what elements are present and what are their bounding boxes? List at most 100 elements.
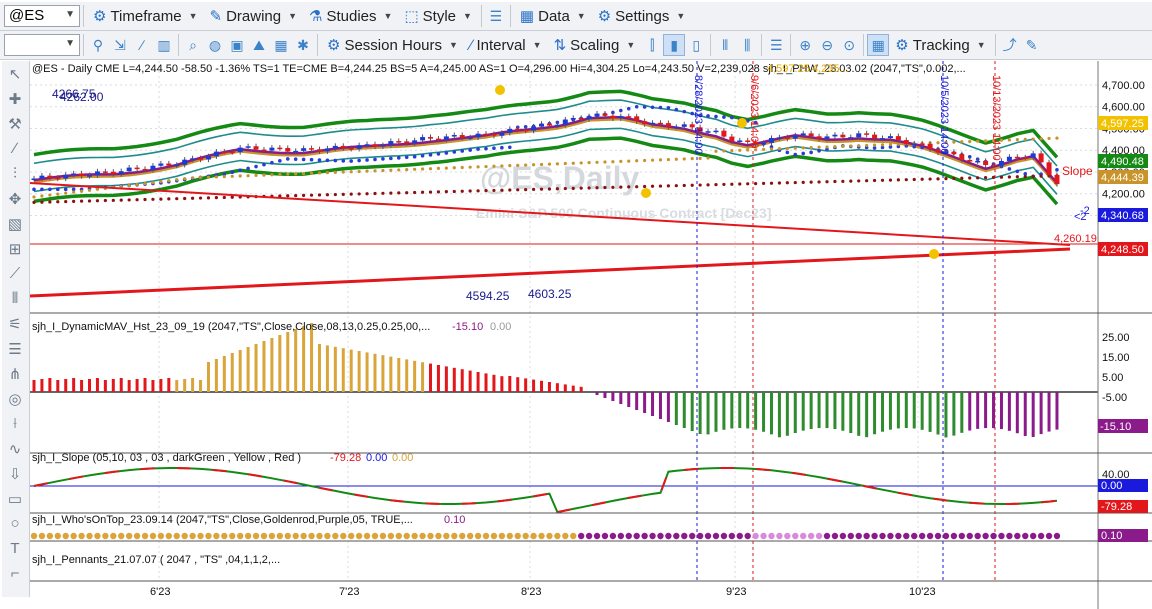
interval-button[interactable]: ∕ Interval ▼	[464, 33, 548, 57]
channel-icon[interactable]: ▧	[7, 215, 23, 233]
histogram-bar	[666, 392, 670, 422]
who-on-top-dot	[133, 532, 141, 540]
wrench-icon[interactable]: ⚒	[8, 115, 22, 133]
layout-icon[interactable]: ☰	[489, 7, 503, 24]
data-button[interactable]: ▦ Data ▼	[514, 4, 592, 28]
orange-dot	[817, 145, 821, 149]
price-annotation: 4,260.19	[1054, 233, 1097, 245]
gann-icon[interactable]: ⚟	[8, 315, 22, 333]
line-icon[interactable]: ∕	[140, 37, 144, 53]
arrow-down-icon[interactable]: ⇩	[8, 465, 22, 483]
crosshair-grid-icon[interactable]: ▦	[867, 34, 890, 56]
who-on-top-dot	[823, 532, 831, 540]
candle-body	[816, 136, 822, 139]
histogram-bar	[191, 378, 195, 392]
session-hours-button[interactable]: ⚙ Session Hours ▼	[321, 33, 464, 57]
blue-dot	[301, 157, 306, 162]
grid-icon[interactable]: ▦	[274, 36, 288, 53]
style-button[interactable]: ⬚ Style ▼	[398, 4, 477, 28]
palette-icon[interactable]: ◍	[208, 36, 222, 53]
blue-dot	[293, 157, 298, 161]
orange-dot	[690, 157, 694, 161]
event-vline-label: 9/6/2023 14:00	[748, 75, 760, 148]
zoom-reset-icon[interactable]: ⊙	[843, 36, 856, 53]
layout-icon[interactable]: ☰	[769, 36, 783, 53]
candle-style-icon[interactable]: ▮	[663, 34, 686, 56]
link-icon[interactable]: ⚲	[92, 36, 104, 53]
symbol-input[interactable]: @ES ▼	[4, 5, 80, 27]
who-on-top-dot	[696, 532, 704, 540]
who-on-top-dot	[752, 532, 759, 540]
who-on-top-dot	[1029, 532, 1037, 540]
settings-button[interactable]: ⚙ Settings ▼	[592, 4, 692, 28]
bar-style-icon[interactable]: ⫿	[650, 36, 655, 53]
candle-body	[1006, 156, 1012, 161]
fib-icon[interactable]: ⫴	[11, 290, 19, 307]
volume-bars-icon[interactable]: ⦀	[722, 36, 729, 53]
main-toolbar: @ES ▼ ⚙ Timeframe ▼ ✎ Drawing ▼ ⚗ Studies ▼ ⬚ St…	[0, 2, 1152, 31]
list-icon[interactable]: ☰	[8, 340, 22, 358]
who-on-top-dot	[474, 532, 482, 540]
image-icon[interactable]: ▣	[230, 36, 244, 53]
bars-icon[interactable]: ▥	[157, 36, 171, 53]
maroon-dot	[175, 197, 179, 201]
interval-label: Interval	[476, 36, 526, 54]
text-tool-icon[interactable]: T	[10, 540, 20, 557]
zoom-in-icon[interactable]: ⊕	[799, 36, 812, 53]
gears-icon[interactable]: ✱	[297, 36, 309, 53]
zoom-search-icon[interactable]: ⌕	[189, 36, 197, 53]
scaling-button[interactable]: ⇅ Scaling ▼	[548, 33, 642, 57]
candle-body	[602, 113, 608, 116]
who-on-top-dot	[157, 532, 165, 540]
orange-dot	[143, 181, 147, 186]
cursor-icon[interactable]: ↖	[8, 65, 22, 83]
crosshair-icon[interactable]: ✚	[8, 90, 22, 108]
histogram-bar	[706, 392, 710, 435]
orange-dot	[87, 188, 92, 192]
tracking-button[interactable]: ⚙ Tracking ▼	[889, 33, 991, 57]
who-on-top-dot	[403, 532, 410, 540]
measure-icon[interactable]: ⟊	[13, 415, 17, 432]
studies-button[interactable]: ⚗ Studies ▼	[303, 4, 398, 28]
trendline-icon[interactable]: ∕	[13, 140, 17, 157]
who-on-top-dot	[538, 532, 545, 540]
orange-dot	[206, 175, 211, 179]
histogram-bar	[135, 379, 139, 392]
slope-annotation: Slope	[1062, 164, 1093, 178]
chart-canvas[interactable]: @ES,Daily Emini S&P 500 Continuous Contr…	[30, 61, 1152, 609]
pitchfork-icon[interactable]: ⋔	[8, 365, 22, 383]
chart-type-icon[interactable]: ⛰	[253, 36, 265, 53]
ruler-icon[interactable]: ⟋	[9, 265, 21, 282]
maroon-dot	[817, 180, 821, 184]
maroon-dot	[1015, 175, 1019, 179]
spiral-icon[interactable]: ◎	[8, 390, 22, 408]
text-drawing-icon[interactable]: ⊞	[8, 240, 22, 258]
add-chart-icon[interactable]: ⤴	[1002, 37, 1017, 53]
histogram-bar	[524, 378, 528, 392]
candles-icon[interactable]: ⫼	[744, 36, 751, 53]
shape-icon[interactable]: ▭	[7, 490, 23, 508]
indicator-badge-label: -79.28	[1101, 501, 1132, 513]
histogram-bar	[246, 347, 250, 392]
interval-select[interactable]: ▼	[4, 34, 80, 56]
circle-icon[interactable]: ○	[10, 515, 20, 532]
who-on-top-dot	[982, 532, 989, 540]
who-on-top-dot	[110, 532, 117, 540]
wave-icon[interactable]: ∿	[8, 440, 22, 458]
annotation-icon[interactable]: ⌐	[10, 565, 20, 582]
zoom-out-icon[interactable]: ⊖	[821, 36, 834, 53]
candle-body	[864, 133, 870, 135]
histogram-bar	[317, 344, 321, 392]
who-on-top-dot	[609, 532, 617, 540]
candle-body	[634, 116, 640, 122]
orange-dot	[72, 190, 76, 194]
blue-dot	[888, 145, 893, 149]
timeframe-button[interactable]: ⚙ Timeframe ▼	[87, 4, 204, 28]
vertical-line-icon[interactable]: ⫶	[13, 165, 17, 182]
who-on-top-dot	[213, 532, 220, 540]
edit-icon[interactable]: ✎	[1025, 36, 1038, 53]
scale-icon[interactable]: ⇲	[114, 36, 126, 53]
move-icon[interactable]: ✥	[8, 190, 22, 208]
hollow-candle-icon[interactable]: ▯	[692, 36, 701, 53]
drawing-button[interactable]: ✎ Drawing ▼	[204, 4, 304, 28]
